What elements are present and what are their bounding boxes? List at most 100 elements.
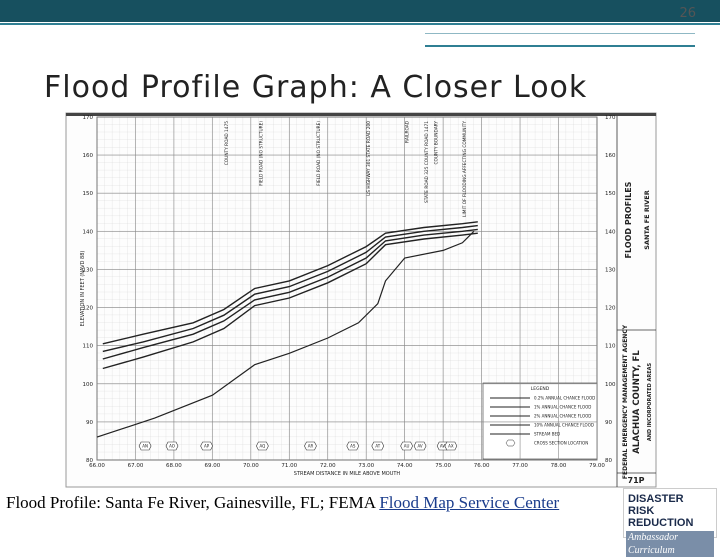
cross-section-marker (444, 441, 458, 451)
cross-section-label: AS (350, 444, 356, 449)
x-tick-label: 72.00 (320, 463, 336, 469)
y-tick-label: 150 (605, 191, 616, 197)
legend-label: 2% ANNUAL CHANCE FLOOD (534, 414, 591, 419)
structure-label: COUNTY BOUNDARY (433, 121, 439, 165)
y-tick-label: 120 (83, 306, 94, 312)
cross-section-label: AR (308, 444, 314, 449)
cross-section-marker (413, 441, 427, 451)
y-tick-label: 90 (86, 420, 93, 426)
y-tick-label: 170 (605, 115, 616, 121)
legend-box (482, 382, 598, 460)
cross-section-marker (165, 441, 179, 451)
y-tick-label: 100 (83, 382, 94, 388)
cross-section-label: AP (204, 444, 210, 449)
cross-section-label: AW (440, 444, 447, 449)
legend-label: 10% ANNUAL CHANCE FLOOD (534, 423, 594, 428)
x-tick-label: 73.00 (358, 463, 374, 469)
cross-section-marker (400, 441, 413, 451)
y-axis-label: ELEVATION IN FEET (NAVD 88) (80, 251, 86, 327)
caption-link[interactable]: Flood Map Service Center (379, 493, 560, 512)
x-tick-label: 70.00 (243, 463, 259, 469)
x-axis-label: STREAM DISTANCE IN MILE ABOVE MOUTH (294, 471, 401, 477)
y-tick-label: 160 (83, 153, 94, 159)
cross-section-marker (346, 441, 360, 451)
cross-section-label: AV (417, 444, 422, 449)
cross-section-label: AU (404, 444, 410, 449)
y-tick-label: 80 (86, 458, 93, 464)
structure-label: RAILROAD (405, 120, 411, 143)
x-tick-label: 66.00 (89, 463, 105, 469)
x-tick-label: 78.00 (551, 463, 567, 469)
slide-title: Flood Profile Graph: A Closer Look (44, 70, 588, 105)
cross-section-marker (304, 441, 317, 451)
x-tick-label: 67.00 (128, 463, 144, 469)
y-tick-label: 130 (83, 267, 94, 273)
frame-top (66, 113, 656, 116)
logo-text: Ambassador Curriculum (626, 531, 714, 557)
cross-section-label: AN (142, 444, 148, 449)
structure-label: FIELD ROAD (NO STRUCTURE) (316, 121, 322, 186)
structure-label: FIELD ROAD (NO STRUCTURE) (258, 121, 264, 186)
profile-line (102, 224, 478, 353)
structure-label: US HIGHWAY 301 STATE ROAD 200 (366, 121, 372, 196)
top-bar (0, 0, 720, 22)
y-tick-label: 130 (605, 267, 616, 273)
profile-line (96, 230, 475, 438)
x-tick-label: 68.00 (166, 463, 182, 469)
profile-line (102, 221, 478, 345)
panel-text: ALACHUA COUNTY, FL (632, 350, 642, 454)
top-rule (0, 23, 720, 25)
caption-text: Flood Profile: Santa Fe River, Gainesvil… (6, 493, 380, 512)
cross-section-marker (138, 441, 152, 451)
structure-label: STATE ROAD 325 COUNTY ROAD 1471 (424, 121, 430, 203)
legend-title: LEGEND (531, 386, 550, 392)
x-tick-label: 79.00 (589, 463, 605, 469)
slide-number: 26 (679, 6, 696, 21)
cross-section-marker (256, 441, 269, 451)
y-tick-label: 80 (605, 458, 612, 464)
flood-profile-chart: 80 80 90 90 100 100 110 110 120 120 130 130 140 140 15… (65, 112, 657, 488)
x-tick-label: 69.00 (205, 463, 221, 469)
panel-title: SANTA FE RIVER (643, 190, 651, 249)
logo-text: DISASTER (628, 493, 684, 505)
x-tick-label: 76.00 (474, 463, 490, 469)
profile-line (102, 228, 478, 360)
cross-section-label: AO (169, 444, 175, 449)
panel-text: AND INCORPORATED AREAS (647, 362, 653, 441)
legend-hexagon (505, 439, 516, 447)
y-tick-label: 120 (605, 306, 616, 312)
structure-label: COUNTY ROAD 1475 (224, 121, 230, 165)
cross-section-label: AT (375, 444, 380, 449)
y-tick-label: 110 (605, 344, 616, 350)
legend-label: CROSS SECTION LOCATION (534, 441, 588, 446)
y-tick-label: 140 (83, 229, 94, 235)
structure-label: LIMIT OF FLOODING AFFECTING COMMUNITY (462, 121, 468, 217)
cross-section-label: AQ (259, 444, 265, 449)
logo: DISASTER RISK REDUCTION Ambassador Curri… (623, 488, 717, 557)
y-tick-label: 150 (83, 191, 94, 197)
legend-label: 0.2% ANNUAL CHANCE FLOOD (534, 396, 595, 401)
cross-section-label: AX (448, 444, 454, 449)
profile-line (102, 232, 478, 370)
legend-label: 1% ANNUAL CHANCE FLOOD (534, 405, 591, 410)
x-tick-label: 75.00 (435, 463, 451, 469)
y-tick-label: 170 (83, 115, 94, 121)
legend-label: STREAM BED (534, 432, 560, 437)
top-rule (425, 45, 695, 47)
logo-text: RISK REDUCTION (628, 505, 694, 529)
x-tick-label: 77.00 (512, 463, 528, 469)
x-tick-label: 71.00 (281, 463, 297, 469)
cross-section-marker (200, 441, 213, 451)
sheet-number: 71P (628, 476, 645, 485)
y-tick-label: 140 (605, 229, 616, 235)
caption: Flood Profile: Santa Fe River, Gainesvil… (6, 492, 606, 514)
y-tick-label: 160 (605, 153, 616, 159)
y-tick-label: 110 (83, 344, 94, 350)
panel-title: FLOOD PROFILES (624, 181, 633, 258)
x-tick-label: 74.00 (397, 463, 413, 469)
y-tick-label: 100 (605, 382, 616, 388)
panel-text: FEDERAL EMERGENCY MANAGEMENT AGENCY (622, 324, 629, 479)
y-tick-label: 90 (605, 420, 612, 426)
cross-section-marker (371, 441, 385, 451)
